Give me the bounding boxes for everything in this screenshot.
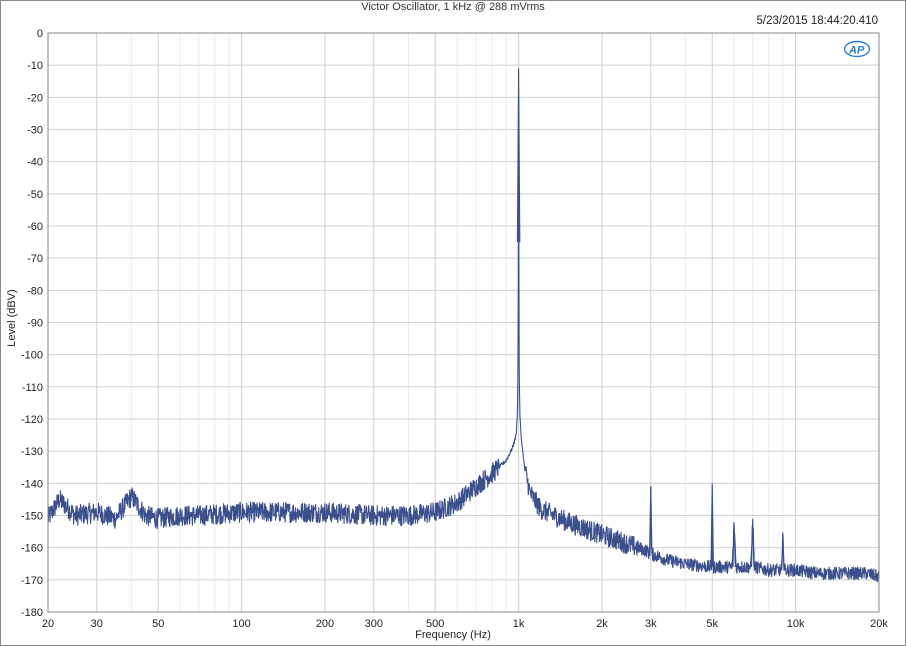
y-tick-label: -110	[22, 382, 43, 394]
y-tick-label: -50	[27, 189, 43, 201]
series-line	[47, 112, 880, 583]
y-tick-label: -30	[27, 125, 43, 137]
x-tick-label: 1k	[513, 618, 525, 630]
y-tick-label: -150	[21, 511, 43, 523]
x-tick-label: 200	[316, 618, 334, 630]
svg-text:AP: AP	[848, 45, 865, 57]
ap-logo-icon: AP	[843, 40, 871, 58]
grid	[48, 33, 879, 612]
x-tick-label: 100	[232, 618, 250, 630]
y-tick-label: 0	[37, 28, 43, 40]
x-tick-label: 20	[42, 618, 54, 630]
y-tick-label: -180	[21, 607, 43, 619]
y-tick-label: -10	[27, 60, 43, 72]
y-tick-label: -160	[21, 543, 43, 555]
y-tick-label: -90	[27, 318, 43, 330]
series-group	[47, 68, 880, 583]
x-tick-label: 2k	[596, 618, 608, 630]
x-tick-label: 50	[152, 618, 164, 630]
x-tick-label: 300	[365, 618, 383, 630]
series-peak	[750, 518, 755, 567]
x-tick-label: 10k	[787, 618, 805, 630]
y-tick-label: -140	[21, 478, 43, 490]
y-tick-label: -100	[21, 350, 43, 362]
y-tick-label: -130	[21, 446, 43, 458]
series-peak	[781, 537, 785, 571]
y-tick-label: -20	[27, 92, 43, 104]
series-peak	[732, 525, 736, 567]
series-peak	[516, 68, 521, 243]
y-tick-label: -40	[27, 157, 43, 169]
x-tick-label: 3k	[645, 618, 657, 630]
y-tick-label: -170	[21, 575, 43, 587]
x-axis-label: Frequency (Hz)	[415, 629, 491, 641]
y-axis-label: Level (dBV)	[6, 289, 18, 347]
y-tick-labels: 0 -10 -20 -30 -40 -50 -60 -70 -80 -90 -100 -110 -120…	[21, 28, 43, 619]
plot-border	[47, 32, 880, 613]
x-tick-label: 20k	[870, 618, 888, 630]
x-tick-label: 5k	[706, 618, 718, 630]
series-peak	[649, 486, 653, 555]
chart-title: Victor Oscillator, 1 kHz @ 288 mVrms	[361, 1, 545, 13]
x-tick-label: 500	[426, 618, 444, 630]
x-tick-labels: 20 30 50 100 200 300 500 1k 2k 3k 5k 10k 20k	[42, 618, 888, 630]
y-tick-label: -70	[27, 253, 43, 265]
y-tick-label: -80	[27, 285, 43, 297]
y-tick-label: -60	[27, 221, 43, 233]
y-tick-label: -120	[21, 414, 43, 426]
timestamp: 5/23/2015 18:44:20.410	[756, 15, 878, 27]
x-tick-label: 30	[91, 618, 103, 630]
series-peak	[710, 483, 714, 567]
